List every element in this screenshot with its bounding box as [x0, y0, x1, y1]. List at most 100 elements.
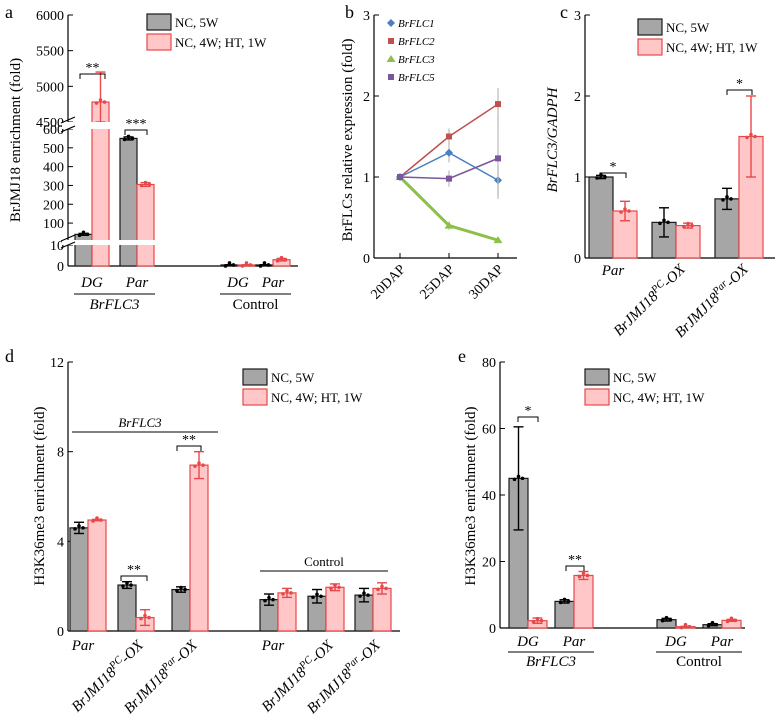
panel-a-ytick-0: 0	[57, 260, 64, 275]
legend-label-nc: NC, 5W	[613, 370, 657, 385]
legend-b-BrFLC3: BrFLC3	[386, 54, 435, 66]
point-b-1-2	[495, 101, 501, 108]
sig-a-1: ***	[124, 117, 148, 135]
dots-e-ht-1	[577, 571, 590, 579]
svg-text:**: **	[86, 61, 100, 76]
panel-b-ytick-1: 1	[363, 171, 370, 186]
dots-a-nc-2	[223, 261, 236, 268]
panel-e-ytick-0: 0	[489, 622, 496, 637]
panel-b-xtick-2: 30DAP	[467, 262, 507, 302]
bar-a-nc-0	[74, 233, 93, 267]
svg-text:BrFLC2: BrFLC2	[398, 36, 435, 48]
panel-e-group-label-0: BrFLC3	[526, 654, 576, 670]
panel-b-ytick-0: 0	[363, 252, 370, 267]
panel-d-ylabel: H3K36me3 enrichment (fold)	[32, 406, 48, 585]
panel-a-ylabel: BrJMJ18 enrichment (fold)	[8, 58, 24, 222]
panel-b-xtick-1: 25DAP	[418, 262, 458, 302]
dots-a-ht-3	[275, 255, 288, 263]
legend-swatch-ht	[146, 33, 172, 51]
legend-a: NC, 5W NC, 4W; HT, 1W	[146, 13, 267, 51]
bar-d-nc-1	[117, 584, 137, 632]
bar-e-nc-1	[554, 600, 575, 629]
panel-label-d: d	[5, 346, 14, 366]
legend-swatch-ht	[242, 388, 268, 406]
legend-swatch-ht	[637, 38, 663, 56]
panel-label-a: a	[5, 2, 13, 22]
svg-text:*: *	[736, 77, 743, 92]
err-c-nc-1	[659, 207, 669, 238]
panel-a-ytick-200: 200	[43, 198, 64, 213]
legend-label-nc: NC, 5W	[175, 15, 219, 30]
svg-text:**: **	[182, 433, 196, 448]
panel-d-ytick-4: 4	[57, 535, 64, 550]
dots-d-nc-1	[121, 581, 133, 588]
dots-d-nc-5	[358, 591, 370, 598]
panel-e-ytick-80: 80	[482, 356, 496, 371]
svg-text:*: *	[610, 160, 617, 175]
sig-c-1: *	[726, 77, 753, 95]
bar-a-ht-1	[136, 183, 155, 267]
legend-label-ht: NC, 4W; HT, 1W	[271, 390, 363, 405]
dots-d-ht-4	[329, 583, 341, 591]
axis-break-mark-0	[60, 234, 76, 249]
panel-a-ytick-6000: 6000	[36, 9, 64, 24]
point-b-2-1	[444, 221, 454, 229]
point-b-2-2	[493, 236, 503, 244]
dots-c-nc-1	[658, 218, 670, 226]
panel-a-xtick-3: Par	[261, 275, 285, 291]
bar-d-ht-0	[87, 519, 107, 632]
dots-d-nc-4	[311, 592, 323, 600]
bar-e-ht-1	[573, 574, 594, 629]
panel-d-xtick-3: Par	[261, 638, 285, 654]
err-c-ht-0	[620, 200, 630, 222]
panel-a-ytick-10: 10	[50, 239, 64, 254]
err-d-nc-4	[312, 588, 322, 604]
dots-c-nc-2	[721, 195, 733, 202]
legend-b-BrFLC1: BrFLC1	[387, 18, 435, 30]
dots-e-nc-2	[660, 615, 673, 623]
panel-c-ytick-3: 3	[574, 9, 581, 24]
legend-b-BrFLC5: BrFLC5	[388, 72, 435, 84]
sig-e-0: *	[517, 404, 539, 422]
legend-e: NC, 5W NC, 4W; HT, 1W	[584, 368, 705, 406]
dots-e-nc-1	[558, 597, 571, 605]
point-b-3-2	[495, 155, 501, 162]
bar-c-ht-1	[675, 225, 701, 259]
panel-c-ytick-2: 2	[574, 90, 581, 105]
dots-e-ht-0	[531, 616, 544, 624]
legend-swatch-ht	[584, 388, 610, 406]
bar-a-nc-1	[119, 137, 138, 267]
point-b-0-1	[445, 148, 453, 157]
dots-d-nc-2	[175, 585, 187, 593]
panel-d-group-label-1: Control	[304, 554, 344, 569]
bar-d-nc-2	[171, 588, 191, 632]
svg-text:BrFLC5: BrFLC5	[398, 72, 435, 84]
dots-c-ht-1	[682, 221, 694, 229]
dots-d-ht-0	[91, 516, 103, 523]
panel-c-xtick-0: Par	[601, 263, 625, 279]
legend-label-nc: NC, 5W	[271, 370, 315, 385]
panel-b-ylabel: BrFLCs relative expression (fold)	[340, 39, 356, 242]
panel-a-ytick-5000: 5000	[36, 80, 64, 95]
bar-d-nc-0	[69, 527, 89, 632]
dots-c-ht-0	[619, 207, 631, 214]
sig-d-0: **	[120, 563, 148, 581]
err-d-nc-5	[359, 587, 369, 603]
dots-a-ht-1	[139, 180, 152, 188]
panel-d-ytick-8: 8	[57, 446, 64, 461]
legend-c: NC, 5W NC, 4W; HT, 1W	[637, 18, 758, 56]
panel-e-xtick-3: Par	[710, 634, 734, 650]
panel-c-ylabel: BrFLC3/GADPH	[545, 86, 561, 192]
panel-a-group-label-1: Control	[233, 297, 279, 313]
panel-e-ytick-40: 40	[482, 489, 496, 504]
sig-c-0: *	[599, 160, 627, 178]
dots-d-ht-5	[376, 584, 388, 592]
panel-a-xtick-0: DG	[80, 275, 103, 291]
dots-e-nc-0	[512, 474, 525, 482]
svg-text:**: **	[568, 553, 582, 568]
svg-text:*: *	[525, 404, 532, 419]
panel-e-group-label-1: Control	[676, 654, 722, 670]
axis-break-gap-0	[62, 240, 298, 245]
err-c-ht-2	[746, 95, 756, 178]
